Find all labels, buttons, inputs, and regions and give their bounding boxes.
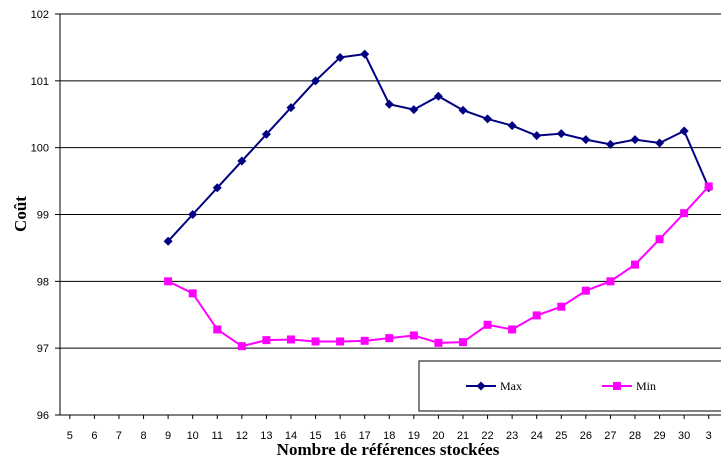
data-point-min [262, 336, 271, 345]
data-point-max [360, 49, 370, 59]
data-point-min [311, 337, 320, 346]
data-point-max [581, 135, 591, 145]
x-axis-ticks: 5 6 7 8 9 10 11 12 13 14 15 16 17 18 19 20 21 22 23 24 25 26 2… [67, 415, 712, 442]
legend-marker-min [613, 382, 621, 390]
y-tick-label: 102 [31, 9, 49, 21]
x-tick-label: 29 [653, 430, 665, 442]
x-tick-label: 15 [309, 430, 321, 442]
x-tick-label: 14 [285, 430, 297, 442]
data-point-max [458, 105, 468, 115]
data-point-min [458, 338, 467, 347]
x-tick-label: 11 [212, 430, 223, 442]
y-tick-label: 96 [37, 410, 49, 422]
legend-label-min: Min [636, 379, 656, 393]
data-point-min [164, 277, 173, 286]
data-point-min [532, 311, 541, 320]
data-point-max [409, 105, 419, 115]
x-tick-label: 28 [629, 430, 641, 442]
x-tick-label: 5 [67, 430, 73, 442]
data-point-max [556, 129, 566, 139]
data-point-max [655, 138, 665, 148]
data-point-min [237, 342, 246, 351]
y-tick-label: 97 [37, 343, 49, 355]
x-tick-label: 10 [187, 430, 199, 442]
x-tick-label: 13 [260, 430, 272, 442]
x-tick-label: 3 [706, 430, 712, 442]
y-tick-label: 101 [31, 76, 49, 88]
legend: Max Min [418, 360, 721, 412]
data-point-max [605, 139, 615, 149]
x-tick-label: 22 [481, 430, 493, 442]
x-tick-label: 8 [140, 430, 146, 442]
data-point-min [581, 286, 590, 295]
x-tick-label: 20 [432, 430, 444, 442]
x-tick-label: 18 [383, 430, 395, 442]
y-axis-title: Coût [11, 196, 30, 232]
data-point-min [655, 235, 664, 244]
y-axis-ticks: 96 97 98 99 100 101 102 [31, 9, 60, 422]
data-point-min [680, 209, 689, 218]
x-tick-label: 27 [604, 430, 616, 442]
data-point-min [409, 331, 418, 340]
data-point-max [507, 121, 517, 131]
data-point-min [557, 302, 566, 311]
x-tick-label: 26 [580, 430, 592, 442]
data-point-max [679, 126, 689, 136]
data-point-min [336, 337, 345, 346]
data-point-max [483, 114, 493, 124]
y-tick-label: 99 [37, 210, 49, 222]
data-point-max [212, 183, 222, 193]
data-point-max [261, 129, 271, 139]
series-min [164, 182, 713, 351]
data-point-max [630, 135, 640, 145]
data-point-min [508, 325, 517, 334]
data-point-min [360, 336, 369, 345]
data-point-max [335, 52, 345, 62]
data-point-max [433, 91, 443, 101]
x-axis-title: Nombre de références stockées [277, 440, 500, 459]
data-point-max [384, 99, 394, 109]
series-group [163, 49, 714, 351]
data-point-max [237, 156, 247, 166]
series-line-min [167, 185, 710, 348]
legend-label-max: Max [500, 379, 522, 393]
x-tick-label: 24 [531, 430, 543, 442]
data-point-min [606, 277, 615, 286]
x-tick-label: 19 [408, 430, 420, 442]
x-tick-label: 21 [457, 430, 469, 442]
data-point-min [434, 338, 443, 347]
x-tick-label: 6 [91, 430, 97, 442]
grid-lines [60, 13, 721, 349]
data-point-min [385, 334, 394, 343]
data-point-max [532, 131, 542, 141]
x-tick-label: 25 [555, 430, 567, 442]
data-point-min [630, 260, 639, 269]
data-point-min [213, 325, 222, 334]
data-point-max [286, 103, 296, 113]
x-tick-label: 23 [506, 430, 518, 442]
x-tick-label: 9 [165, 430, 171, 442]
data-point-max [163, 236, 173, 246]
data-point-min [188, 289, 197, 298]
x-tick-label: 12 [236, 430, 248, 442]
x-tick-label: 7 [116, 430, 122, 442]
y-tick-label: 98 [37, 276, 49, 288]
y-tick-label: 100 [31, 143, 49, 155]
data-point-min [286, 335, 295, 344]
data-point-min [483, 320, 492, 329]
legend-box [418, 360, 721, 412]
data-point-min [704, 182, 713, 191]
x-tick-label: 30 [678, 430, 690, 442]
x-tick-label: 16 [334, 430, 346, 442]
x-tick-label: 17 [359, 430, 371, 442]
data-point-max [311, 76, 321, 86]
legend-marker-max [476, 381, 486, 391]
data-point-max [188, 210, 198, 219]
